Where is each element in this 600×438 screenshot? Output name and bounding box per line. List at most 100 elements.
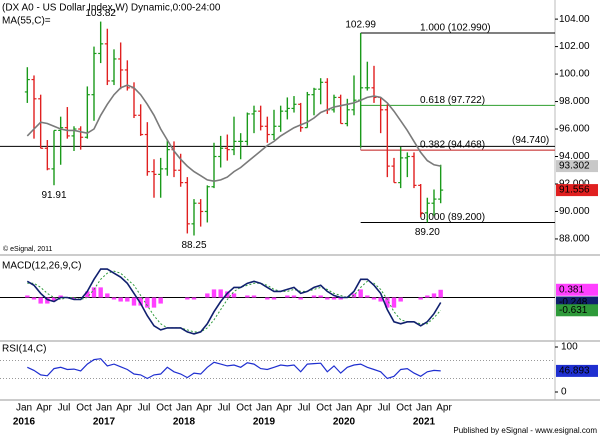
x-tick-label: Jan	[256, 403, 272, 414]
y-tick-label: 98.000	[559, 96, 590, 107]
y-tick-label: 90.000	[559, 206, 590, 217]
histogram-bar	[338, 297, 343, 300]
value-tag	[556, 364, 598, 377]
histogram-bar	[331, 297, 337, 300]
histogram-bar	[358, 289, 363, 298]
x-tick-label: Oct	[76, 403, 92, 414]
histogram-bar	[58, 295, 63, 298]
value-tag	[556, 184, 598, 197]
histogram-bar	[251, 295, 257, 298]
fib-label: 0.382 (94.468)	[420, 140, 485, 151]
value-tag-label: 46.893	[559, 366, 590, 377]
histogram-bar	[218, 289, 223, 298]
histogram-bar	[91, 287, 97, 298]
x-tick-label: Jan	[336, 403, 352, 414]
histogram-bar	[38, 297, 43, 304]
x-year-label: 2020	[333, 417, 356, 428]
histogram-bar	[185, 297, 190, 300]
macd-title: MACD(12,26,9,C)	[2, 261, 81, 272]
annotation: 103.82	[85, 8, 116, 19]
histogram-bar	[211, 289, 217, 298]
x-tick-label: Apr	[116, 403, 132, 414]
value-tag-label: -0.631	[559, 305, 588, 316]
histogram-bar	[325, 297, 330, 300]
histogram-bar	[25, 295, 30, 298]
histogram-bar	[51, 297, 57, 302]
histogram-bar	[245, 295, 250, 298]
histogram-bar	[125, 297, 130, 302]
x-tick-label: Jul	[298, 403, 311, 414]
macd-line	[26, 268, 442, 335]
histogram-bar	[385, 297, 390, 308]
histogram-bar	[85, 291, 90, 298]
x-tick-label: Jul	[58, 403, 71, 414]
value-tag	[556, 304, 598, 317]
histogram-bar	[151, 297, 157, 308]
value-tag-label: 0.381	[559, 284, 584, 295]
histogram-bar	[425, 295, 430, 298]
x-year-label: 2018	[173, 417, 196, 428]
x-year-label: 2021	[413, 417, 436, 428]
histogram-bar	[105, 293, 110, 298]
histogram-bar	[311, 295, 317, 298]
chart-title: (DX A0 - US Dollar Index,W) Dynamic,0:00…	[2, 3, 221, 14]
x-tick-label: Apr	[196, 403, 212, 414]
x-tick-label: Oct	[156, 403, 172, 414]
rsi-title: RSI(14,C)	[2, 344, 46, 355]
x-tick-label: Oct	[396, 403, 412, 414]
histogram-bar	[118, 297, 123, 302]
y-tick-label: 88.000	[559, 234, 590, 245]
x-tick-label: Oct	[316, 403, 332, 414]
histogram-bar	[438, 289, 443, 298]
x-tick-label: Apr	[36, 403, 52, 414]
level-label: (94.740)	[512, 135, 549, 146]
histogram-bar	[285, 295, 290, 298]
annotation: 91.91	[41, 190, 66, 201]
x-tick-label: Apr	[436, 403, 452, 414]
histogram-bar	[98, 287, 103, 298]
histogram-bar	[431, 293, 437, 298]
annotation: 102.99	[345, 20, 376, 31]
histogram-bar	[265, 297, 270, 300]
value-tag	[556, 160, 598, 173]
ma-line	[26, 84, 441, 183]
annotation: 88.25	[181, 240, 206, 251]
x-tick-label: Jan	[416, 403, 432, 414]
histogram-bar	[31, 297, 37, 300]
x-tick-label: Apr	[276, 403, 292, 414]
histogram-bar	[205, 293, 210, 298]
annotation: 89.20	[415, 227, 440, 238]
x-tick-label: Jul	[378, 403, 391, 414]
x-tick-label: Jan	[176, 403, 192, 414]
histogram-bar	[71, 297, 77, 300]
histogram-bar	[231, 293, 237, 298]
histogram-bar	[158, 297, 163, 304]
y-tick-label: 100.00	[559, 69, 590, 80]
histogram-bar	[111, 297, 117, 300]
x-tick-label: Oct	[236, 403, 252, 414]
histogram-bar	[398, 297, 403, 302]
histogram-bar	[191, 297, 197, 300]
histogram-bar	[271, 297, 277, 300]
rsi-line	[27, 358, 441, 380]
x-tick-label: Jan	[96, 403, 112, 414]
histogram-bar	[418, 297, 423, 300]
histogram-bar	[371, 297, 377, 300]
y-tick-label: 102.00	[559, 41, 590, 52]
fib-label: 0.000 (89.200)	[420, 212, 485, 223]
histogram-bar	[298, 297, 303, 300]
histogram-bar	[145, 297, 150, 308]
y-tick-label: 96.000	[559, 124, 590, 135]
y-tick-label: 94.000	[559, 151, 590, 162]
rsi-tick-label: 0	[561, 387, 567, 398]
histogram-bar	[291, 295, 297, 298]
fib-label: 0.618 (97.722)	[420, 95, 485, 106]
x-tick-label: Jul	[218, 403, 231, 414]
x-year-label: 2019	[253, 417, 276, 428]
x-tick-label: Jan	[16, 403, 32, 414]
ma-legend: MA(55,C)=	[2, 16, 51, 27]
x-tick-label: Jul	[138, 403, 151, 414]
histogram-bar	[378, 297, 383, 302]
